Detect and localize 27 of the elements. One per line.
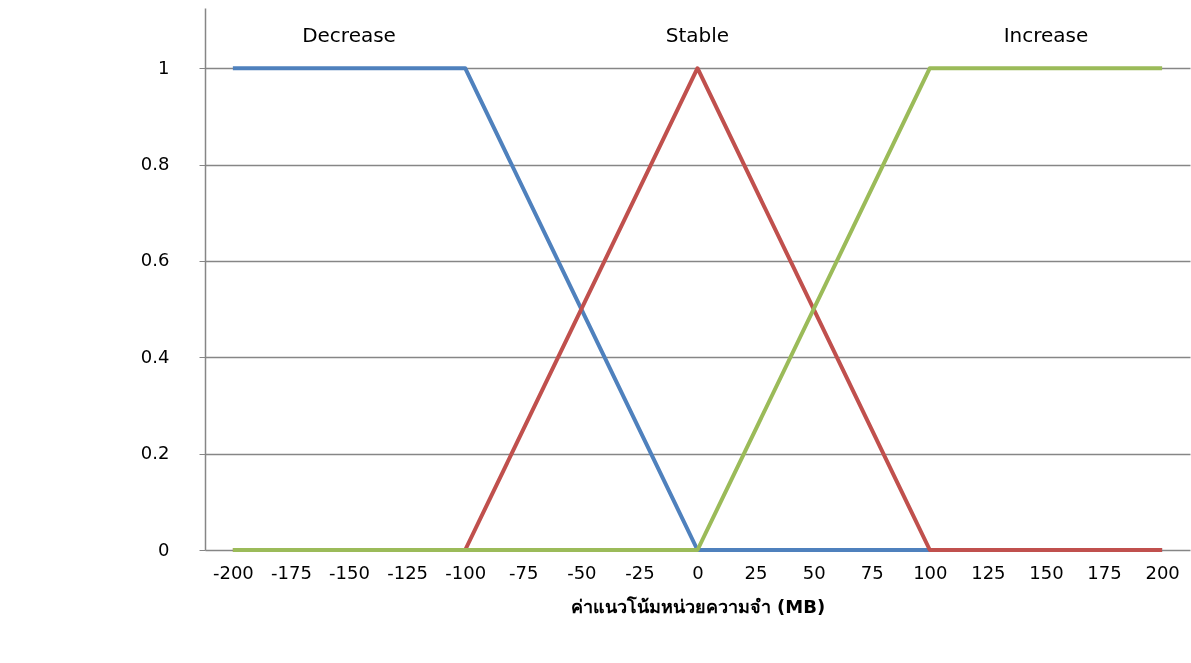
y-tick-label: 1 bbox=[158, 56, 170, 78]
x-tick-label: -75 bbox=[509, 561, 539, 583]
y-tick-label: 0.6 bbox=[140, 249, 170, 271]
series-label: Increase bbox=[1003, 23, 1089, 48]
x-tick-label: -200 bbox=[212, 561, 254, 583]
y-tick-label: 0.4 bbox=[140, 345, 170, 367]
x-tick-label: -50 bbox=[567, 561, 597, 583]
x-tick-label: 0 bbox=[692, 561, 704, 583]
x-tick-label: 75 bbox=[860, 561, 884, 583]
series-label: Decrease bbox=[302, 23, 396, 48]
x-tick-label: 50 bbox=[802, 561, 826, 583]
x-tick-label: -125 bbox=[387, 561, 429, 583]
y-tick-label: 0.2 bbox=[140, 442, 170, 464]
x-tick-label: 25 bbox=[744, 561, 768, 583]
y-tick-label: 0 bbox=[158, 538, 170, 560]
x-tick-label: 175 bbox=[1087, 561, 1122, 583]
x-tick-label: -150 bbox=[329, 561, 370, 583]
x-tick-label: -175 bbox=[271, 561, 312, 583]
y-tick-label: 0.8 bbox=[140, 153, 170, 175]
x-tick-label: 100 bbox=[913, 561, 948, 583]
x-tick-label: 125 bbox=[971, 561, 1006, 583]
x-tick-label: 150 bbox=[1029, 561, 1064, 583]
x-tick-label: -25 bbox=[625, 561, 655, 583]
series-label: Stable bbox=[665, 23, 730, 48]
x-tick-label: 200 bbox=[1145, 561, 1180, 583]
x-tick-label: -100 bbox=[445, 561, 487, 583]
x-axis-title: ค่าแนวโน้มหน่วยความจำ (MB) bbox=[570, 595, 826, 617]
